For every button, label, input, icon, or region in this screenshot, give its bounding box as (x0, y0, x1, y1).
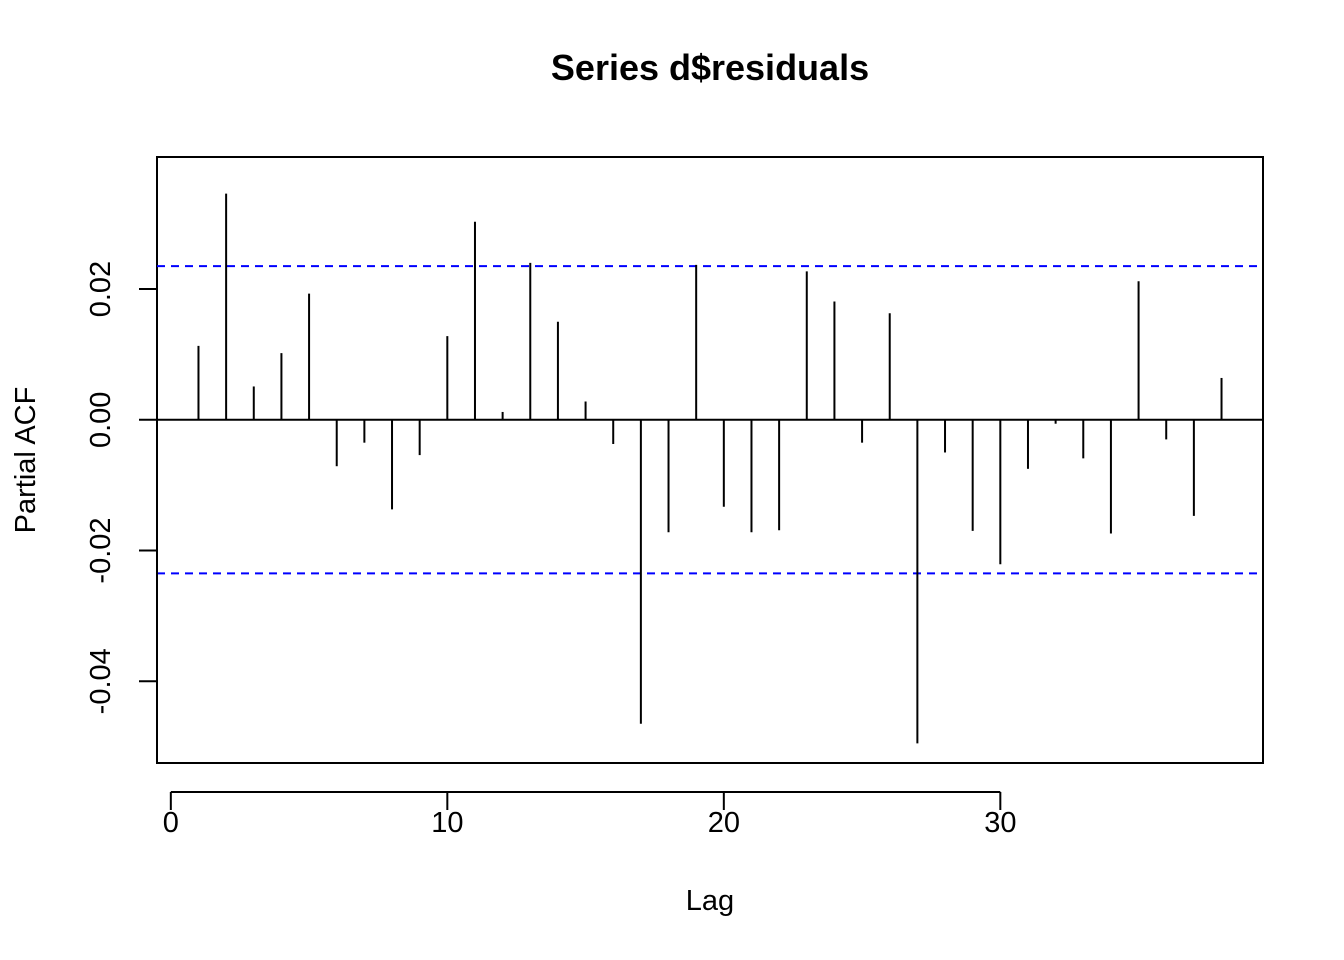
x-tick-label: 0 (163, 807, 179, 839)
confidence-bounds (157, 265, 1263, 575)
x-tick-label: 20 (708, 807, 740, 839)
y-tick-label: 0.00 (85, 392, 117, 448)
y-tick-label: -0.04 (85, 648, 117, 714)
plot-frame (156, 156, 1264, 764)
x-axis-label: Lag (686, 885, 734, 917)
y-tick-label: 0.02 (85, 261, 117, 317)
y-tick-label: -0.02 (85, 517, 117, 583)
y-axis: -0.04 -0.02 0.00 0.02 (85, 261, 158, 714)
y-axis-label: Partial ACF (10, 387, 42, 534)
x-axis: 0 10 20 30 (163, 791, 1016, 839)
chart-title: Series d$residuals (551, 47, 869, 88)
x-tick-label: 30 (984, 807, 1016, 839)
x-tick-label: 10 (431, 807, 463, 839)
pacf-spikes (197, 193, 1223, 744)
